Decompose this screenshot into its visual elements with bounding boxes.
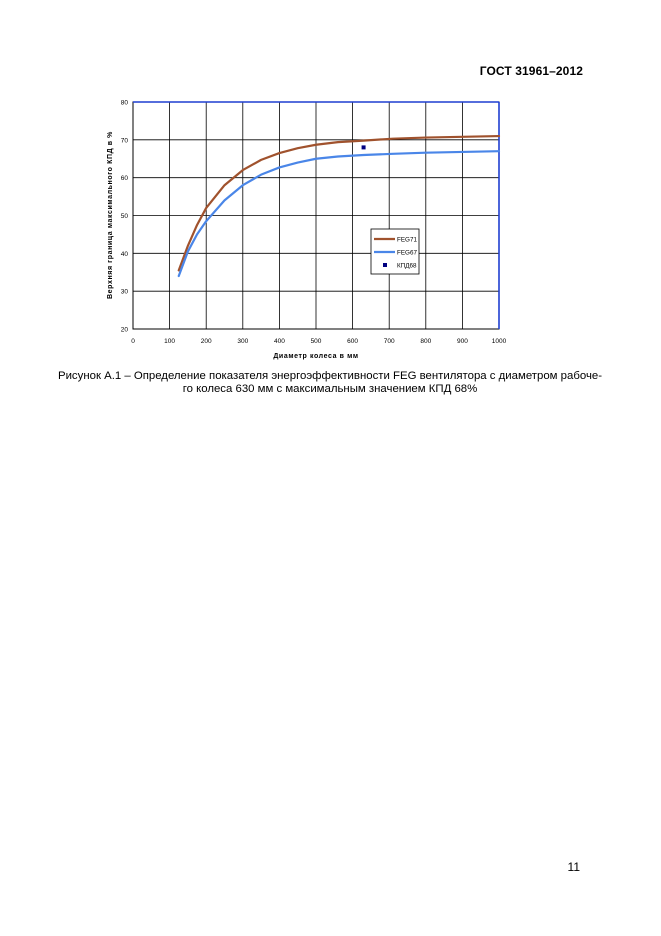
y-tick-label: 70 bbox=[121, 137, 129, 144]
series-group bbox=[177, 134, 501, 278]
efficiency-chart: 20 30 40 50 60 70 80 0 100 200 300 400 500 600 700 800… bbox=[107, 100, 507, 361]
x-tick-labels: 0 100 200 300 400 500 600 700 800 900 1000 bbox=[131, 338, 506, 345]
x-tick-label: 700 bbox=[384, 338, 395, 345]
series-line-feg71 bbox=[177, 134, 501, 272]
x-tick-label: 500 bbox=[311, 338, 322, 345]
y-tick-label: 60 bbox=[121, 175, 129, 182]
x-tick-label: 200 bbox=[201, 338, 212, 345]
caption-line-1: Рисунок А.1 – Определение показателя эне… bbox=[57, 370, 603, 382]
data-point-кпд68 bbox=[361, 145, 366, 150]
legend-label-кпд68: КПД68 bbox=[397, 262, 417, 269]
legend: FEG71 FEG67 КПД68 bbox=[370, 228, 420, 275]
legend-label-feg67: FEG67 bbox=[397, 249, 417, 256]
y-tick-labels: 20 30 40 50 60 70 80 bbox=[121, 100, 129, 334]
x-tick-label: 400 bbox=[274, 338, 285, 345]
y-tick-label: 80 bbox=[121, 100, 129, 107]
document-code: ГОСТ 31961–2012 bbox=[479, 64, 583, 78]
caption-line-2: го колеса 630 мм с максимальным значение… bbox=[182, 383, 478, 395]
y-tick-label: 50 bbox=[121, 213, 129, 220]
x-tick-label: 900 bbox=[457, 338, 468, 345]
y-axis-label: Верхняя граница максимального КПД в % bbox=[107, 131, 114, 299]
x-tick-label: 800 bbox=[420, 338, 431, 345]
x-tick-label: 300 bbox=[237, 338, 248, 345]
x-tick-label: 0 bbox=[131, 338, 135, 345]
x-tick-label: 100 bbox=[164, 338, 175, 345]
y-tick-label: 30 bbox=[121, 289, 129, 296]
legend-marker-кпд68 bbox=[383, 263, 387, 267]
x-axis-label: Диаметр колеса в мм bbox=[273, 353, 358, 360]
y-tick-label: 40 bbox=[121, 251, 129, 258]
y-tick-label: 20 bbox=[121, 327, 129, 334]
page-number: 11 bbox=[567, 860, 580, 874]
x-tick-label: 600 bbox=[347, 338, 358, 345]
legend-label-feg71: FEG71 bbox=[397, 236, 417, 243]
grid-lines bbox=[133, 101, 500, 329]
series-line-feg67 bbox=[177, 150, 501, 278]
x-tick-label: 1000 bbox=[492, 338, 507, 345]
figure-caption: Рисунок А.1 – Определение показателя эне… bbox=[40, 370, 620, 396]
